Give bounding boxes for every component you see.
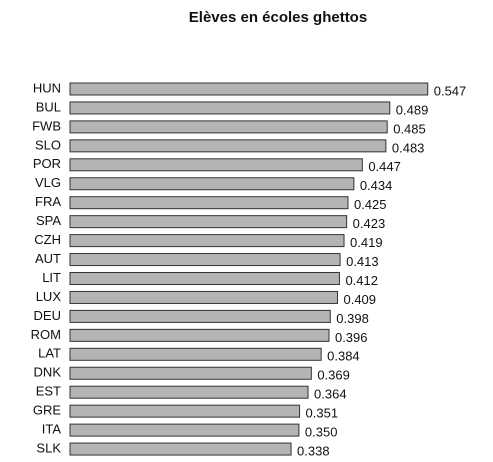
value-label: 0.483 [392,140,425,155]
category-label: LAT [38,346,61,361]
bar [69,101,391,115]
category-label: SLK [36,440,61,455]
bar [69,120,388,134]
bar [69,253,341,267]
category-label: HUN [33,80,61,95]
category-label: FWB [32,118,61,133]
value-label: 0.338 [297,443,330,458]
bar [69,309,331,323]
category-label: ITA [42,422,62,437]
value-label: 0.547 [434,83,467,98]
bar [69,234,345,248]
value-label: 0.409 [343,292,376,307]
bar [69,404,301,418]
value-label: 0.423 [353,216,386,231]
value-label: 0.489 [396,102,429,117]
category-label: CZH [34,232,61,247]
bar [69,290,338,304]
bar [69,385,309,399]
chart-title: Elèves en écoles ghettos [189,9,367,26]
category-label: SPA [36,213,61,228]
category-label: POR [33,156,61,171]
bar [69,215,348,229]
category-label: LUX [36,289,62,304]
bar [69,139,387,153]
category-label: ROM [31,327,61,342]
bar [69,366,312,380]
category-label: VLG [35,175,61,190]
value-label: 0.419 [350,235,383,250]
category-label: DNK [34,365,62,380]
value-label: 0.384 [327,349,360,364]
bar [69,272,340,285]
bar [69,423,300,437]
value-label: 0.447 [368,159,401,174]
bar [69,196,349,210]
value-label: 0.412 [345,273,378,288]
value-label: 0.485 [393,121,426,136]
bar [69,177,355,191]
category-label: EST [36,384,61,399]
value-label: 0.398 [336,311,369,326]
bar [69,328,330,342]
value-label: 0.350 [305,425,338,440]
bar [69,347,322,361]
category-label: FRA [35,194,61,209]
value-label: 0.396 [335,330,368,345]
bar [69,442,292,456]
value-label: 0.369 [317,368,350,383]
bar [69,158,363,172]
category-label: AUT [35,251,61,266]
value-label: 0.351 [306,406,339,421]
value-label: 0.425 [354,197,387,212]
category-label: GRE [33,403,62,418]
category-label: BUL [36,99,61,114]
bar [69,82,429,96]
value-label: 0.413 [346,254,379,269]
category-label: LIT [42,270,61,285]
value-label: 0.364 [314,387,347,402]
value-label: 0.434 [360,178,393,193]
category-label: SLO [35,137,61,152]
category-label: DEU [34,308,61,323]
